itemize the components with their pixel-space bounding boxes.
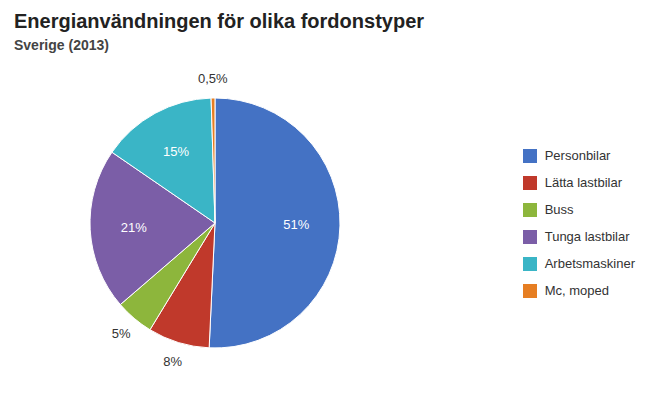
html-text:Mc, moped: Mc, moped [544,283,609,298]
svg-text:5%: 5% [112,326,131,341]
html-text:Sverige (2013): Sverige (2013) [14,37,109,53]
svg-text:51%: 51% [283,217,309,232]
html-text:Arbetsmaskiner: Arbetsmaskiner [544,256,635,271]
svg-text:0,5%: 0,5% [198,71,228,86]
html-text:Energianvändningen för olika f: Energianvändningen för olika fordonstype… [14,10,425,32]
svg-text:8%: 8% [163,354,182,369]
html-text:Buss: Buss [544,202,574,217]
svg-text:21%: 21% [121,220,147,235]
html-text:Personbilar: Personbilar [544,148,611,163]
svg-text:15%: 15% [163,144,189,159]
html-text:Tunga lastbilar: Tunga lastbilar [544,229,630,244]
html-text:Lätta lastbilar: Lätta lastbilar [544,175,622,190]
